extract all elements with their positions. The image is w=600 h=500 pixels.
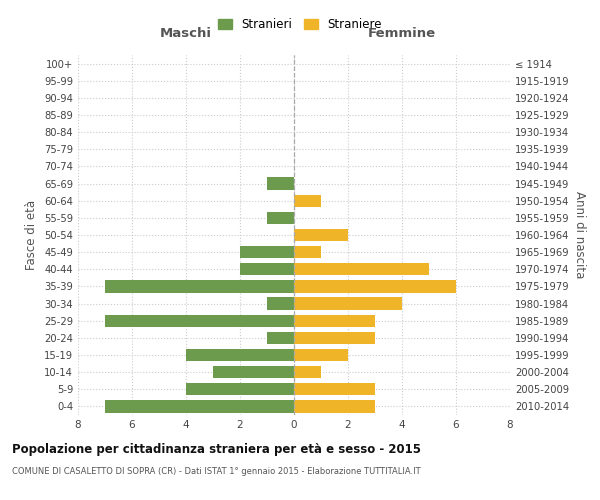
Bar xyxy=(294,280,456,292)
Text: COMUNE DI CASALETTO DI SOPRA (CR) - Dati ISTAT 1° gennaio 2015 - Elaborazione TU: COMUNE DI CASALETTO DI SOPRA (CR) - Dati… xyxy=(12,468,421,476)
Bar xyxy=(186,349,294,361)
Bar xyxy=(213,366,294,378)
Bar xyxy=(294,229,348,241)
Bar xyxy=(267,332,294,344)
Bar xyxy=(267,212,294,224)
Bar xyxy=(294,298,402,310)
Bar xyxy=(294,314,375,327)
Bar xyxy=(294,383,375,396)
Bar xyxy=(186,383,294,396)
Bar xyxy=(294,194,321,207)
Legend: Stranieri, Straniere: Stranieri, Straniere xyxy=(213,14,387,36)
Bar xyxy=(267,298,294,310)
Bar xyxy=(294,263,429,276)
Bar xyxy=(294,400,375,412)
Bar xyxy=(294,332,375,344)
Y-axis label: Anni di nascita: Anni di nascita xyxy=(573,192,586,278)
Bar xyxy=(105,400,294,412)
Bar xyxy=(267,178,294,190)
Bar xyxy=(294,246,321,258)
Bar xyxy=(240,263,294,276)
Bar xyxy=(240,246,294,258)
Y-axis label: Fasce di età: Fasce di età xyxy=(25,200,38,270)
Text: Popolazione per cittadinanza straniera per età e sesso - 2015: Popolazione per cittadinanza straniera p… xyxy=(12,442,421,456)
Bar xyxy=(294,366,321,378)
Bar xyxy=(105,314,294,327)
Bar xyxy=(294,349,348,361)
Text: Femmine: Femmine xyxy=(368,26,436,40)
Bar xyxy=(105,280,294,292)
Text: Maschi: Maschi xyxy=(160,26,212,40)
